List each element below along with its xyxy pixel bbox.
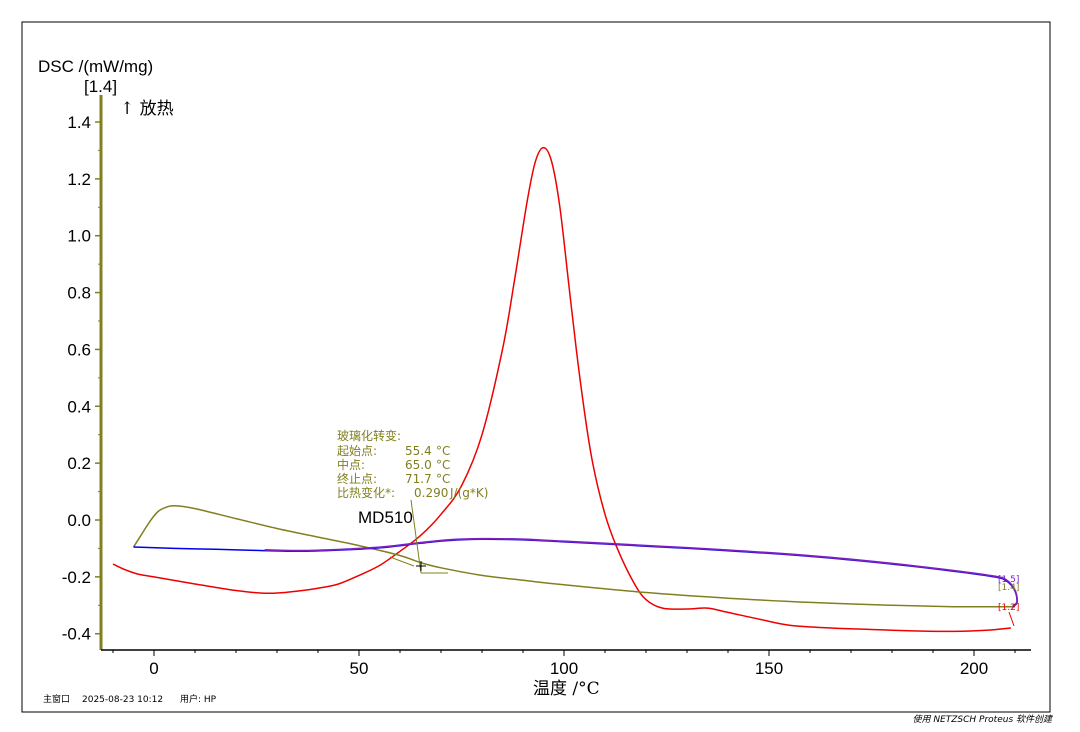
footer-datetime: 2025-08-23 10:12 <box>82 695 163 705</box>
gt-cp-label: 比热变化*: <box>337 485 395 500</box>
gt-end-label: 终止点: <box>337 471 377 486</box>
y-tick-label: 0.0 <box>67 511 91 530</box>
x-tick-label: 100 <box>550 659 578 678</box>
series-red-heating <box>112 146 1011 633</box>
gt-tangent-1 <box>389 556 415 567</box>
gt-leader-line <box>410 499 421 567</box>
series-layer <box>112 146 1018 633</box>
y-axis: -0.4 -0.2 0.0 0.2 0.4 0.6 0.8 1.0 1.2 1.4 <box>62 95 103 650</box>
x-tick-label: 50 <box>350 659 369 678</box>
gt-end-unit: °C <box>436 472 450 486</box>
gt-onset-value: 55.4 <box>405 444 432 458</box>
y-tick-label: 1.0 <box>67 227 91 246</box>
x-tick-label: 150 <box>755 659 783 678</box>
exo-direction-label: ↑ 放热 <box>120 99 174 119</box>
gt-title: 玻璃化转变: <box>337 428 401 443</box>
series-olive-cooling <box>132 504 1015 608</box>
y-tick-label: 1.2 <box>67 170 91 189</box>
footer-window-label: 主窗口 <box>43 693 70 705</box>
end-tag-1-2: [1.2] <box>998 603 1019 613</box>
end-tag-1-5: [1.5] <box>998 575 1019 585</box>
gt-end-value: 71.7 <box>405 472 432 486</box>
y-tick-label: -0.4 <box>62 625 91 644</box>
y-tick-label: 1.4 <box>67 113 91 132</box>
gt-mid-unit: °C <box>436 458 450 472</box>
gt-cp-unit: J/(g*K) <box>449 486 488 500</box>
y-tick-label: -0.2 <box>62 568 91 587</box>
y-tick-label: 0.8 <box>67 284 91 303</box>
gt-mid-label: 中点: <box>337 457 365 472</box>
y-axis-title: DSC /(mW/mg) <box>38 57 153 76</box>
y-tick-label: 0.2 <box>67 454 91 473</box>
plot-frame <box>21 21 1051 713</box>
gt-onset-label: 起始点: <box>337 444 377 458</box>
end-tag-leader <box>1008 611 1015 627</box>
y-axis-tag: [1.4] <box>84 77 117 96</box>
x-tick-label: 200 <box>960 659 988 678</box>
sample-label: MD510 <box>358 508 413 527</box>
end-tag-1-4: [1.4] <box>998 583 1019 593</box>
y-tick-label: 0.6 <box>67 340 91 359</box>
x-tick-label: 0 <box>149 659 158 678</box>
footer-user: 用户: HP <box>180 693 217 705</box>
x-axis: 0 50 100 150 200 <box>101 649 1031 678</box>
gt-cp-value: 0.290 <box>414 486 448 500</box>
gt-onset-unit: °C <box>436 444 450 458</box>
glass-transition-annotation: 玻璃化转变: 起始点: 55.4 °C 中点: 65.0 °C 终止点: 71.… <box>337 428 488 574</box>
series-purple-reheat <box>264 537 1018 607</box>
y-tick-label: 0.4 <box>67 397 91 416</box>
footer-credit: 使用 NETZSCH Proteus 软件创建 <box>912 714 1053 725</box>
gt-mid-value: 65.0 <box>405 458 432 472</box>
x-axis-title: 温度 /°C <box>533 679 600 699</box>
